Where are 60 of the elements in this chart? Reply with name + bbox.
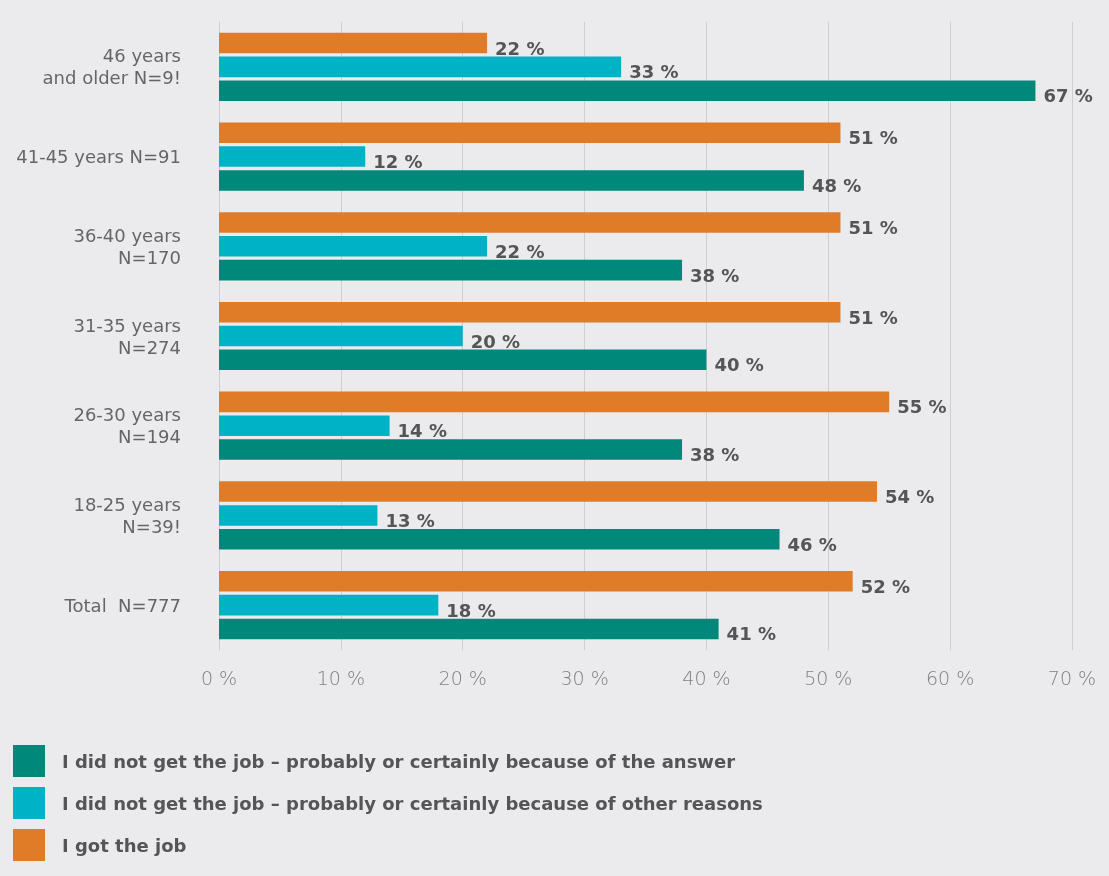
legend-label: I did not get the job – probably or certainly because of the answer xyxy=(62,750,736,772)
data-label: 13 % xyxy=(385,509,435,531)
bar xyxy=(219,259,683,281)
bar xyxy=(219,391,890,413)
bar xyxy=(219,325,463,347)
bar xyxy=(219,481,878,502)
data-label: 46 % xyxy=(787,533,837,555)
bar xyxy=(219,212,841,233)
bar xyxy=(219,594,439,616)
data-label: 54 % xyxy=(885,486,935,508)
data-label: 51 % xyxy=(848,216,898,238)
x-tick-label: 10 % xyxy=(316,666,365,689)
x-tick-label: 60 % xyxy=(926,666,975,689)
y-tick-label: 46 years and older N=9! xyxy=(42,45,181,89)
data-label: 41 % xyxy=(726,623,776,645)
data-label: 52 % xyxy=(860,575,911,597)
x-tick-label: 50 % xyxy=(804,666,853,689)
y-tick-label: 41-45 years N=91 xyxy=(16,146,181,168)
bar xyxy=(219,301,841,323)
x-tick-label: 40 % xyxy=(682,666,731,689)
x-tick-label: 0 % xyxy=(200,666,238,689)
legend-label: I got the job xyxy=(62,834,187,856)
bar xyxy=(219,80,1036,101)
data-label: 14 % xyxy=(397,420,447,442)
bar xyxy=(219,122,841,144)
data-label: 51 % xyxy=(848,306,898,328)
data-label: 22 % xyxy=(495,37,545,59)
y-tick-label: 26-30 years N=194 xyxy=(73,404,181,448)
data-label: 38 % xyxy=(690,444,740,466)
legend-label: I did not get the job – probably or certainly because of other reasons xyxy=(62,792,763,814)
bar xyxy=(219,571,853,592)
data-label: 20 % xyxy=(470,330,521,352)
bar xyxy=(219,56,622,78)
bar xyxy=(219,349,707,371)
bar xyxy=(219,236,488,257)
data-label: 55 % xyxy=(897,396,947,418)
x-tick-label: 70 % xyxy=(1047,666,1097,689)
y-tick-label: 18-25 years N=39! xyxy=(73,493,181,537)
y-tick-label: 36-40 years N=170 xyxy=(73,224,181,268)
data-label: 33 % xyxy=(629,61,679,83)
x-tick-label: 30 % xyxy=(560,666,609,689)
data-label: 40 % xyxy=(714,354,764,376)
bar xyxy=(219,528,780,550)
y-tick-label: Total N=777 xyxy=(63,594,181,616)
bar xyxy=(219,170,804,191)
data-label: 51 % xyxy=(848,127,898,149)
data-label: 48 % xyxy=(811,174,862,196)
bar xyxy=(219,146,366,167)
data-label: 38 % xyxy=(690,264,740,286)
data-label: 12 % xyxy=(373,151,423,173)
y-tick-label: 31-35 years N=274 xyxy=(73,314,181,358)
data-label: 22 % xyxy=(495,240,545,262)
bar xyxy=(219,32,488,54)
bar xyxy=(219,505,378,526)
x-tick-label: 20 % xyxy=(438,666,487,689)
bar xyxy=(219,415,390,436)
bar xyxy=(219,618,719,640)
bar xyxy=(219,439,683,460)
data-label: 18 % xyxy=(446,599,496,621)
data-label: 67 % xyxy=(1043,85,1093,107)
